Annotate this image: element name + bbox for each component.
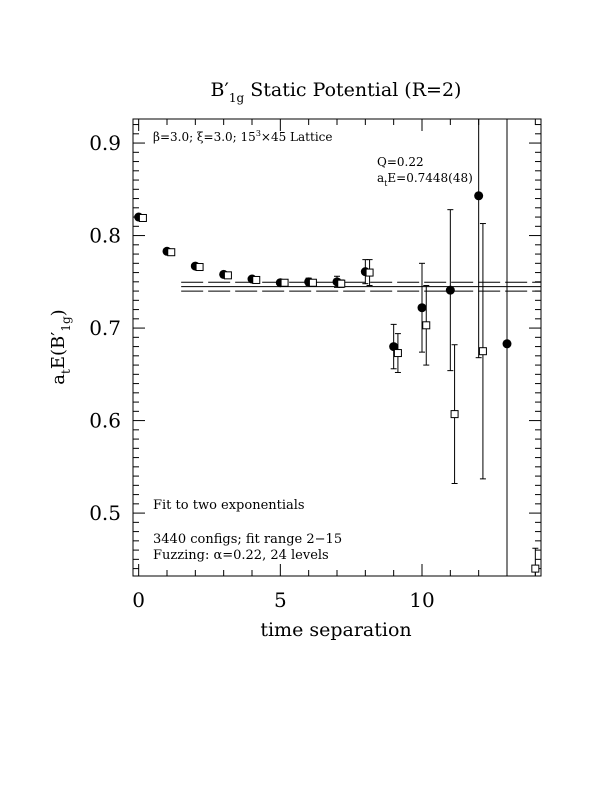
x-tick-label: 10 <box>409 588 434 612</box>
data-point-circle <box>474 191 484 201</box>
data-point-square <box>337 279 346 288</box>
fit-energy-label: atE=0.7448(48) <box>377 171 473 188</box>
fit-note: Fit to two exponentials <box>153 498 305 513</box>
data-point-circle <box>445 285 455 295</box>
data-point-circle <box>417 303 427 313</box>
y-tick-label: 0.7 <box>89 316 121 340</box>
x-tick-label: 5 <box>274 588 287 612</box>
data-point-square <box>252 275 261 284</box>
y-tick-label: 0.6 <box>89 409 121 433</box>
y-tick-label: 0.9 <box>89 131 121 155</box>
y-tick-labels: 0.5 0.6 0.7 0.8 0.9 <box>89 131 121 525</box>
data-point-square <box>531 564 540 573</box>
y-axis-label: atE(B′1g) <box>48 309 73 384</box>
data-point-square <box>223 271 232 280</box>
y-tick-label: 0.8 <box>89 224 121 248</box>
data-point-square <box>308 278 317 287</box>
fuzzing-note: Fuzzing: α=0.22, 24 levels <box>153 548 329 563</box>
x-tick-label: 0 <box>132 588 145 612</box>
data-point-square <box>195 263 204 272</box>
axis-ticks <box>133 119 541 576</box>
x-axis-label: time separation <box>260 619 411 641</box>
data-point-square <box>365 268 374 277</box>
data-point-circle <box>502 339 512 349</box>
data-point-circle <box>389 342 399 352</box>
data-point-square <box>422 321 431 330</box>
fit-q-label: Q=0.22 <box>377 155 424 169</box>
fit-lines <box>181 281 541 292</box>
data-points <box>134 119 540 576</box>
data-point-square <box>138 213 147 222</box>
chart-title: B′1g Static Potential (R=2) <box>211 79 462 105</box>
data-point-square <box>450 410 459 419</box>
data-point-square <box>393 349 402 358</box>
data-point-square <box>478 347 487 356</box>
x-tick-labels: 0 5 10 <box>132 588 434 612</box>
data-point-square <box>167 248 176 257</box>
lattice-label: β=3.0; ξ=3.0; 153×45 Lattice <box>153 129 332 144</box>
data-point-square <box>280 278 289 287</box>
y-tick-label: 0.5 <box>89 501 121 525</box>
configs-note: 3440 configs; fit range 2−15 <box>153 532 342 547</box>
